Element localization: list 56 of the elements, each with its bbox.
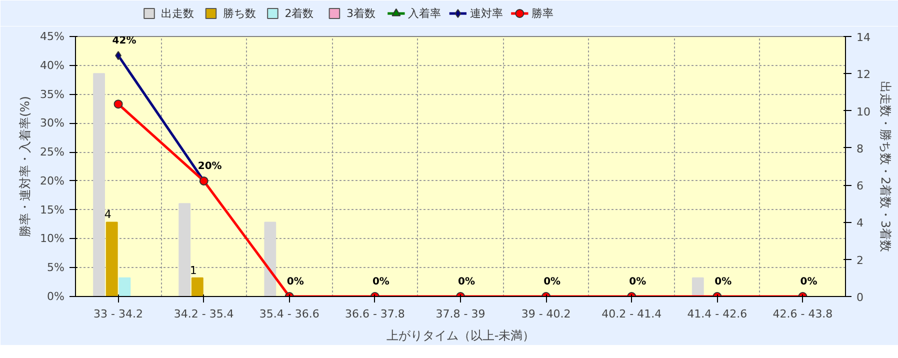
y-tick-label: 30% <box>40 116 65 130</box>
point <box>114 100 123 109</box>
data-label: 0% <box>286 276 304 288</box>
x-tick-label: 36.6 - 37.8 <box>344 308 405 320</box>
legend-label: 勝ち数 <box>222 7 256 20</box>
x-tick-label: 41.4 - 42.6 <box>687 308 748 320</box>
bar <box>191 277 204 296</box>
bar <box>93 73 105 296</box>
y-tick-label: 25% <box>40 146 65 159</box>
y2-tick-label: 12 <box>856 68 870 82</box>
legend-label: 出走数 <box>161 7 194 20</box>
x-tick-label: 39 - 40.2 <box>521 308 571 320</box>
x-axis-title: 上がりタイム（以上-未満） <box>386 328 535 342</box>
y2-tick-label: 0 <box>856 291 864 304</box>
y-axis-title: 勝率・連対率・入着率(%) <box>18 96 32 237</box>
y-tick-label: 45% <box>40 30 65 43</box>
data-label: 20% <box>198 160 222 172</box>
y-tick-label: 0% <box>47 290 64 303</box>
data-label: 0% <box>714 276 732 288</box>
legend-label: 勝率 <box>532 7 554 20</box>
bar <box>106 222 118 296</box>
bar <box>178 203 191 296</box>
data-label: 0% <box>629 276 646 288</box>
bar <box>692 277 704 296</box>
y2-tick-label: 4 <box>856 216 864 230</box>
legend-label: 連対率 <box>470 7 503 20</box>
y2-tick-label: 14 <box>856 31 870 44</box>
data-label: 1 <box>190 264 197 277</box>
data-label: 0% <box>544 276 561 288</box>
y-tick-label: 5% <box>47 261 64 274</box>
x-tick-label: 42.6 - 43.8 <box>772 308 833 320</box>
y-tick-label: 20% <box>40 174 65 188</box>
bar <box>264 222 276 296</box>
legend-label: 3着数 <box>346 7 376 20</box>
y-tick-label: 15% <box>40 203 65 216</box>
data-label: 0% <box>458 276 475 288</box>
data-label: 4 <box>104 208 112 222</box>
y-tick-label: 40% <box>40 58 65 72</box>
data-label: 42% <box>112 36 136 47</box>
data-label: 0% <box>800 276 818 288</box>
y2-tick-label: 6 <box>856 180 864 193</box>
x-tick-label: 35.4 - 36.6 <box>259 308 320 320</box>
legend-label: 2着数 <box>284 7 314 20</box>
x-tick-label: 40.2 - 41.4 <box>602 308 662 320</box>
x-tick-label: 33 - 34.2 <box>94 308 144 320</box>
y2-tick-label: 10 <box>856 105 870 118</box>
data-label: 0% <box>372 276 390 288</box>
y-tick-label: 35% <box>40 88 65 101</box>
y-tick-label: 10% <box>40 232 65 246</box>
y2-tick-label: 2 <box>856 254 864 267</box>
y2-axis-title: 出走数・勝ち数・2着数・3着数 <box>878 80 892 252</box>
y2-tick-label: 8 <box>856 142 864 156</box>
x-tick-label: 34.2 - 35.4 <box>174 308 234 320</box>
legend-label: 入着率 <box>408 7 442 20</box>
bar <box>118 277 131 296</box>
x-tick-label: 37.8 - 39 <box>436 308 486 320</box>
